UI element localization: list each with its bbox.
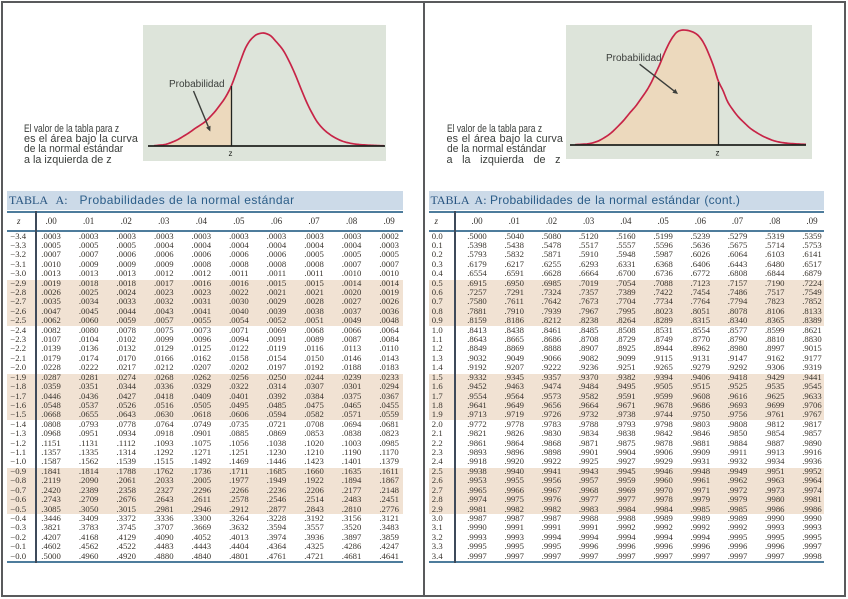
svg-text:z: z xyxy=(229,149,233,158)
svg-text:z: z xyxy=(716,149,720,158)
svg-text:Probabilidad: Probabilidad xyxy=(169,79,225,90)
svg-text:Probabilidad: Probabilidad xyxy=(606,53,662,64)
